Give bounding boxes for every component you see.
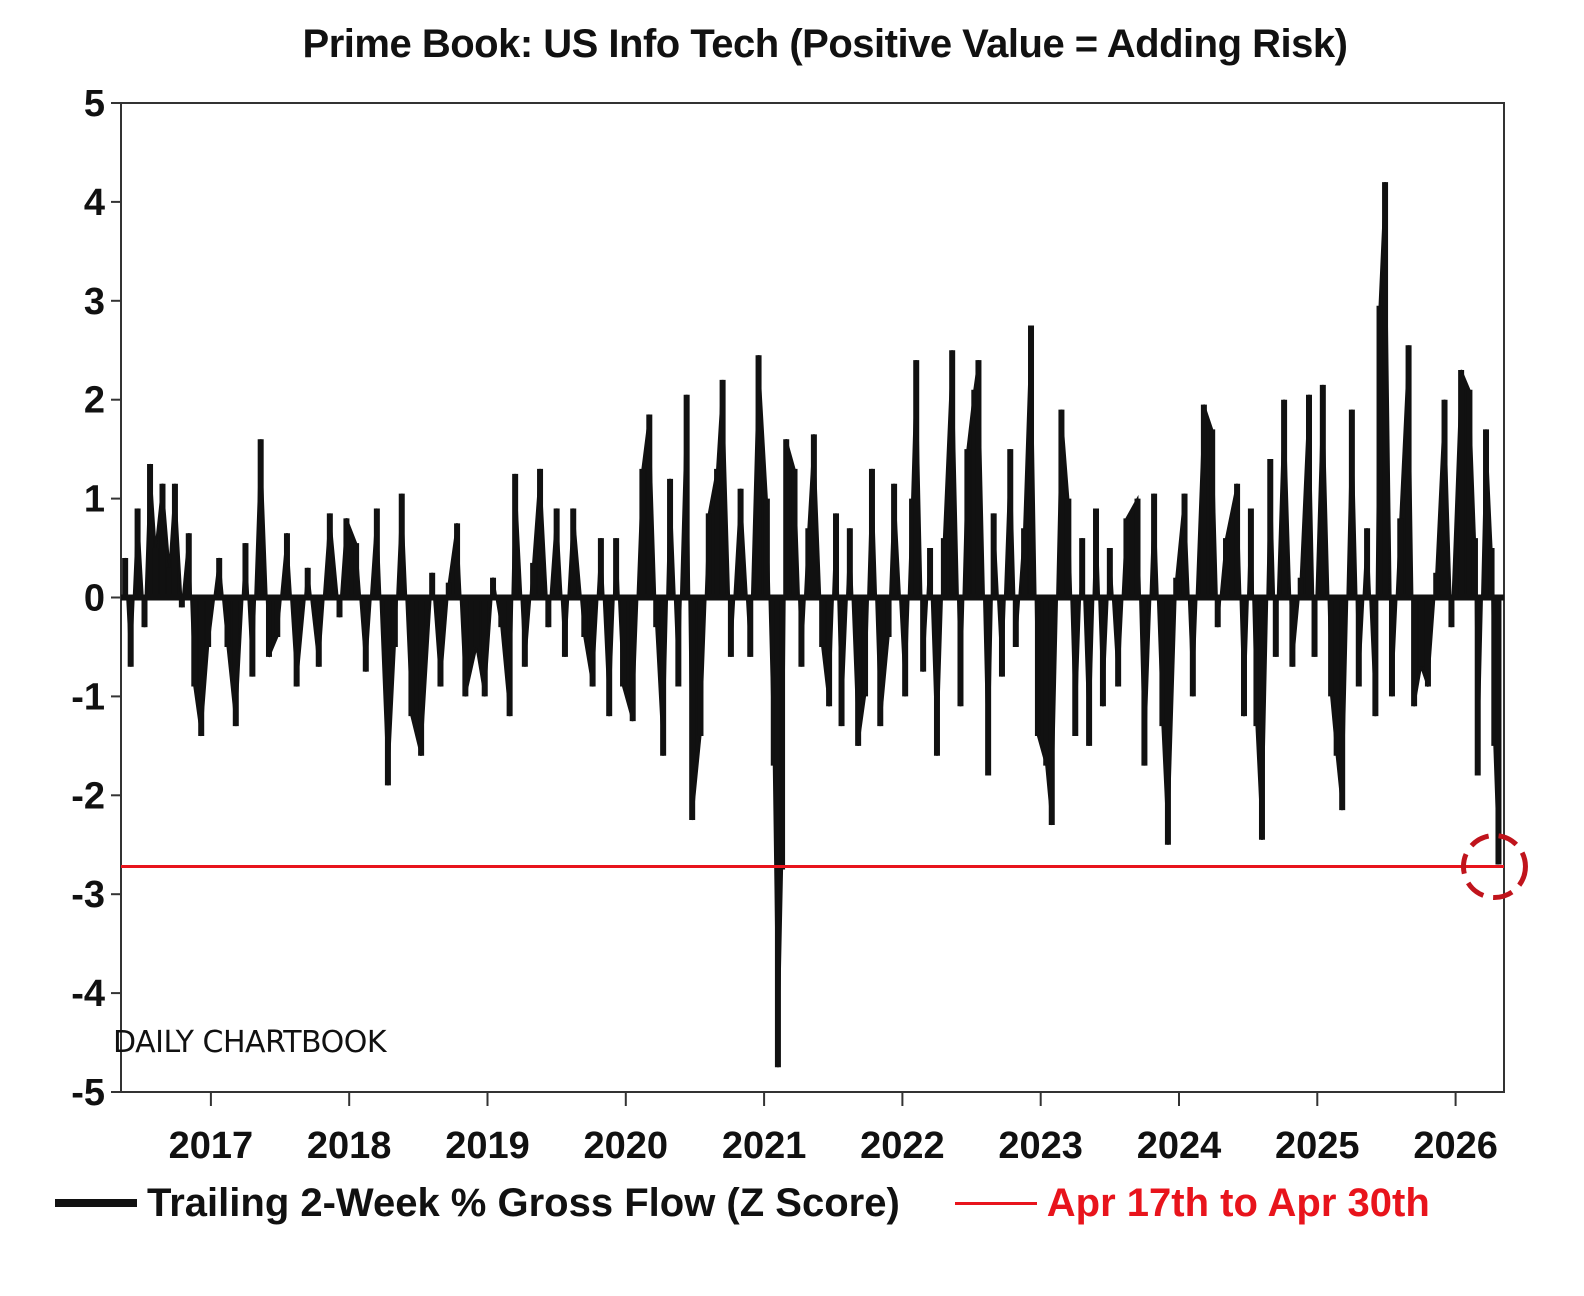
highlight-circle xyxy=(1460,833,1528,901)
x-axis: 2017 2018 2019 2020 2021 2022 2023 2024 2025 2026 xyxy=(169,1092,1498,1167)
y-tick-label: -5 xyxy=(71,1072,105,1114)
y-tick-label: 3 xyxy=(84,281,105,323)
x-tick-label: 2019 xyxy=(445,1125,530,1167)
series-flow-area xyxy=(124,182,1500,1068)
y-tick-label: -3 xyxy=(71,874,105,916)
legend: Trailing 2-Week % Gross Flow (Z Score) A… xyxy=(55,1178,1430,1228)
y-tick-label: 1 xyxy=(84,479,105,521)
y-tick-label: -4 xyxy=(71,973,105,1015)
x-tick-label: 2020 xyxy=(584,1125,669,1167)
x-tick-label: 2024 xyxy=(1137,1125,1222,1167)
y-tick-label: 0 xyxy=(84,578,105,620)
y-tick-label: -2 xyxy=(71,775,105,817)
y-tick-label: 4 xyxy=(84,182,105,224)
data-bars xyxy=(122,182,1502,1068)
x-tick-label: 2025 xyxy=(1275,1125,1360,1167)
y-tick-label: 2 xyxy=(84,380,105,422)
legend-swatch-flow xyxy=(55,1199,137,1207)
x-tick-label: 2026 xyxy=(1413,1125,1498,1167)
y-tick-label: -1 xyxy=(71,676,105,718)
legend-label-flow: Trailing 2-Week % Gross Flow (Z Score) xyxy=(147,1180,900,1225)
x-tick-label: 2017 xyxy=(169,1125,254,1167)
x-tick-label: 2022 xyxy=(860,1125,945,1167)
x-tick-label: 2021 xyxy=(722,1125,807,1167)
x-tick-label: 2018 xyxy=(307,1125,392,1167)
y-tick-label: 5 xyxy=(84,83,105,125)
overlay xyxy=(121,594,1528,901)
legend-swatch-range xyxy=(954,1201,1037,1205)
watermark: DAILY CHARTBOOK xyxy=(113,1025,387,1060)
x-tick-label: 2023 xyxy=(998,1125,1083,1167)
y-axis: 5 4 3 2 1 0 -1 -2 -3 -4 -5 xyxy=(71,83,121,1114)
chart-title: Prime Book: US Info Tech (Positive Value… xyxy=(302,22,1348,66)
legend-label-range: Apr 17th to Apr 30th xyxy=(1046,1180,1430,1225)
